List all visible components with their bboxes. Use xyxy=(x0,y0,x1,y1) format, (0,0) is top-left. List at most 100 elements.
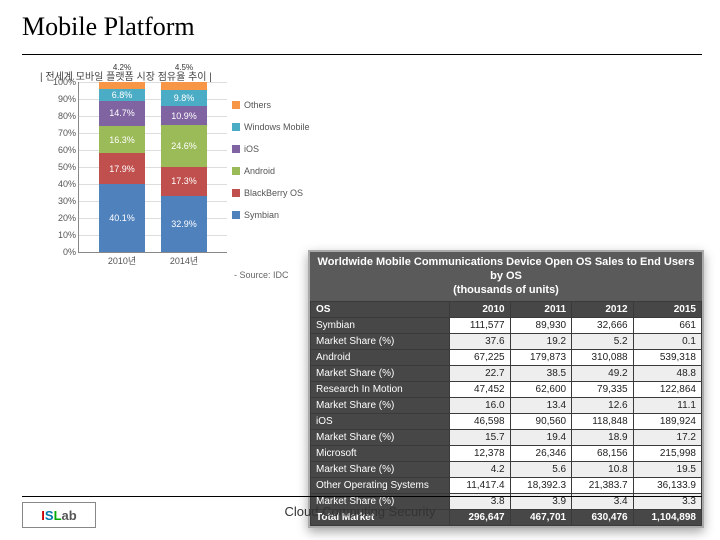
segment-others: 4.2% xyxy=(99,62,145,72)
legend-item-windows: Windows Mobile xyxy=(232,122,310,132)
y-tick: 70% xyxy=(58,128,76,138)
chart-source: - Source: IDC xyxy=(234,270,289,280)
legend-label: Symbian xyxy=(244,210,279,220)
cell: 67,225 xyxy=(450,350,511,366)
cell: 15.7 xyxy=(450,430,511,446)
cell: 12.6 xyxy=(572,398,634,414)
cell: iOS xyxy=(311,414,450,430)
cell: 4.2 xyxy=(450,462,511,478)
table-row: iOS46,59890,560118,848189,924 xyxy=(311,414,702,430)
segment-symbian: 32.9% xyxy=(161,196,207,252)
chart-legend: OthersWindows MobileiOSAndroidBlackBerry… xyxy=(232,100,310,232)
table-row: Research In Motion47,45262,60079,335122,… xyxy=(311,382,702,398)
cell: 11,417.4 xyxy=(450,478,511,494)
cell: Market Share (%) xyxy=(311,398,450,414)
y-tick: 100% xyxy=(53,77,76,87)
cell: Market Share (%) xyxy=(311,366,450,382)
table-row: Market Share (%)22.738.549.248.8 xyxy=(311,366,702,382)
segment-blackberry: 17.3% xyxy=(161,167,207,196)
segment-windows: 6.8% xyxy=(99,89,145,101)
table-row: Market Share (%)4.25.610.819.5 xyxy=(311,462,702,478)
legend-item-others: Others xyxy=(232,100,310,110)
y-tick: 40% xyxy=(58,179,76,189)
cell: 79,335 xyxy=(572,382,634,398)
legend-item-symbian: Symbian xyxy=(232,210,310,220)
bar-2010년: 40.1%17.9%16.3%14.7%6.8%4.2% xyxy=(99,82,145,252)
cell: 47,452 xyxy=(450,382,511,398)
y-tick: 60% xyxy=(58,145,76,155)
segment-symbian: 40.1% xyxy=(99,184,145,252)
legend-item-ios: iOS xyxy=(232,144,310,154)
legend-label: Windows Mobile xyxy=(244,122,310,132)
cell: 118,848 xyxy=(572,414,634,430)
segment-fill-others xyxy=(161,82,207,90)
legend-swatch xyxy=(232,145,240,153)
legend-swatch xyxy=(232,101,240,109)
legend-swatch xyxy=(232,189,240,197)
table-title-line1: Worldwide Mobile Communications Device O… xyxy=(318,256,695,282)
cell: 310,088 xyxy=(572,350,634,366)
forecast-table: Worldwide Mobile Communications Device O… xyxy=(308,250,704,528)
table: OS2010201120122015 Symbian111,57789,9303… xyxy=(310,301,702,526)
legend-item-android: Android xyxy=(232,166,310,176)
chart-plot: 40.1%17.9%16.3%14.7%6.8%4.2%2010년32.9%17… xyxy=(78,82,227,253)
segment-windows: 9.8% xyxy=(161,90,207,107)
y-tick: 0% xyxy=(63,247,76,257)
cell: 19.5 xyxy=(633,462,701,478)
cell: 12,378 xyxy=(450,446,511,462)
col-header: 2011 xyxy=(510,302,572,318)
cell: 46,598 xyxy=(450,414,511,430)
table-header-row: OS2010201120122015 xyxy=(311,302,702,318)
cell: 0.1 xyxy=(633,334,701,350)
legend-swatch xyxy=(232,211,240,219)
col-header: 2012 xyxy=(572,302,634,318)
cell: Other Operating Systems xyxy=(311,478,450,494)
cell: 49.2 xyxy=(572,366,634,382)
bar-2014년: 32.9%17.3%24.6%10.9%9.8%4.5% xyxy=(161,82,207,252)
y-tick: 30% xyxy=(58,196,76,206)
rule-top xyxy=(22,54,702,55)
cell: Android xyxy=(311,350,450,366)
cell: Microsoft xyxy=(311,446,450,462)
cell: 68,156 xyxy=(572,446,634,462)
legend-swatch xyxy=(232,123,240,131)
cell: 10.8 xyxy=(572,462,634,478)
legend-label: Android xyxy=(244,166,275,176)
cell: 37.6 xyxy=(450,334,511,350)
table-row: Microsoft12,37826,34668,156215,998 xyxy=(311,446,702,462)
table-title-line2: (thousands of units) xyxy=(453,284,559,296)
cell: 189,924 xyxy=(633,414,701,430)
cell: Market Share (%) xyxy=(311,334,450,350)
col-header: OS xyxy=(311,302,450,318)
table-row: Market Share (%)15.719.418.917.2 xyxy=(311,430,702,446)
cell: 19.4 xyxy=(510,430,572,446)
legend-label: Others xyxy=(244,100,271,110)
y-tick: 80% xyxy=(58,111,76,121)
cell: 215,998 xyxy=(633,446,701,462)
segment-fill-others xyxy=(99,82,145,89)
cell: Market Share (%) xyxy=(311,430,450,446)
table-row: Market Share (%)16.013.412.611.1 xyxy=(311,398,702,414)
cell: 17.2 xyxy=(633,430,701,446)
col-header: 2010 xyxy=(450,302,511,318)
cell: 48.8 xyxy=(633,366,701,382)
table-title: Worldwide Mobile Communications Device O… xyxy=(310,252,702,301)
cell: 5.6 xyxy=(510,462,572,478)
segment-ios: 10.9% xyxy=(161,106,207,125)
cell: Symbian xyxy=(311,318,450,334)
table-body: Symbian111,57789,93032,666661Market Shar… xyxy=(311,318,702,526)
cell: 62,600 xyxy=(510,382,572,398)
segment-others: 4.5% xyxy=(161,62,207,72)
cell: 36,133.9 xyxy=(633,478,701,494)
cell: 19.2 xyxy=(510,334,572,350)
segment-ios: 14.7% xyxy=(99,101,145,126)
cell: Research In Motion xyxy=(311,382,450,398)
cell: Market Share (%) xyxy=(311,462,450,478)
cell: 21,383.7 xyxy=(572,478,634,494)
segment-android: 16.3% xyxy=(99,126,145,154)
col-header: 2015 xyxy=(633,302,701,318)
cell: 90,560 xyxy=(510,414,572,430)
y-tick: 90% xyxy=(58,94,76,104)
footer-text: Cloud Computing Security xyxy=(0,504,720,519)
page-title: Mobile Platform xyxy=(22,12,195,42)
